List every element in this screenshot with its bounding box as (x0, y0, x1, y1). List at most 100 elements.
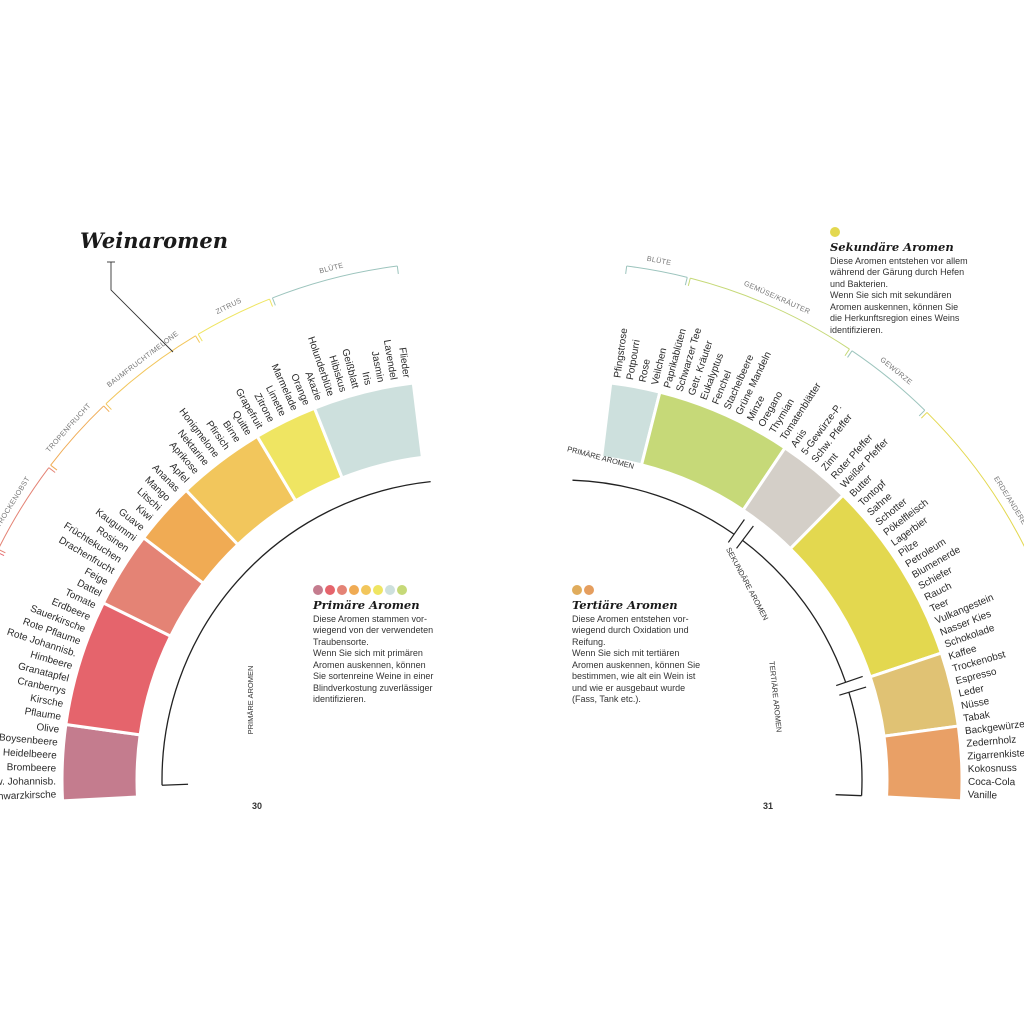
secondary-legend: Sekundäre Aromen Diese Aromen entstehen … (830, 227, 980, 336)
category-bracket (851, 350, 926, 411)
aroma-label: Rose (638, 358, 654, 383)
tertiary-color-dots (572, 585, 702, 595)
aroma-label: Iris (359, 371, 373, 387)
aroma-label: Zedernholz (966, 734, 1017, 749)
secondary-text-line: die Herkunftsregion eines Weins (830, 313, 960, 323)
aroma-label: Olive (36, 722, 60, 736)
tertiary-legend-heading: Tertiäre Aromen (572, 598, 678, 612)
bracket-tick (50, 464, 58, 471)
primary-color-dot (337, 585, 347, 595)
bracket-tick (195, 335, 201, 343)
right-aroma-wheel: BLÜTEPfingstrosePotpourriRoseVeilchenGEM… (599, 254, 1024, 803)
bracket-tick (197, 333, 203, 342)
tertiary-legend-text: Diese Aromen entstehen vor-wiegend durch… (572, 614, 702, 706)
tertiary-arc-end (835, 794, 862, 797)
tertiary-legend: Tertiäre Aromen Diese Aromen entstehen v… (572, 585, 702, 706)
aroma-label: Kokosnuss (968, 763, 1017, 775)
page-title: Weinaromen (80, 228, 229, 253)
category-label: ERDE/ANDERE (992, 475, 1024, 527)
category-bracket (272, 265, 398, 299)
bracket-tick (920, 412, 928, 419)
bracket-tick (105, 403, 112, 410)
primary-color-dot (397, 585, 407, 595)
band-blüte (312, 381, 425, 480)
secondary-text-line: identifizieren. (830, 324, 884, 335)
bracket-tick (271, 297, 276, 306)
primary-arc-end (162, 783, 189, 786)
tertiary-text-line: Diese Aromen entstehen vor- (572, 613, 689, 624)
tertiary-text-line: Reifung. (572, 636, 606, 647)
tertiary-text-line: wiegend durch Oxidation und (572, 625, 689, 635)
bracket-tick (684, 277, 688, 286)
primary-legend-text: Diese Aromen stammen vor-wiegend von der… (313, 614, 443, 706)
category-label: TROPENFRUCHT (44, 401, 93, 454)
bracket-tick (625, 265, 628, 275)
bracket-tick (396, 265, 399, 275)
band-ausbau-in-eiche (882, 724, 964, 803)
aroma-label: Leder (958, 683, 986, 699)
primary-text-line: Blindverkostung zuverlässiger (313, 682, 433, 693)
aroma-label: Nüsse (960, 696, 990, 712)
bracket-tick (847, 350, 853, 358)
primary-text-line: Diese Aromen stammen vor- (313, 613, 428, 624)
aroma-label: Boysenbeere (0, 732, 59, 748)
primary-legend-heading: Primäre Aromen (313, 598, 420, 612)
bracket-tick (687, 278, 691, 287)
bracket-tick (918, 409, 926, 417)
segment-divider (727, 519, 745, 543)
aroma-label: Flieder (396, 347, 411, 379)
tertiary-text-line: Aromen auskennen, können Sie (572, 659, 701, 670)
secondary-legend-text: Diese Aromen entstehen vor allem während … (830, 256, 980, 337)
tertiary-text-line: (Fass, Tank etc.). (572, 694, 641, 704)
tertiary-text-line: bestimmen, wie alt ein Wein ist (572, 671, 696, 681)
aroma-label: Tabak (963, 710, 992, 725)
primary-text-line: Wenn Sie sich mit primären (313, 648, 423, 658)
segment-divider (836, 675, 863, 687)
category-label: GEWÜRZE (878, 355, 914, 387)
tertiary-inner-label: TERTIÄRE AROMEN (767, 661, 783, 733)
page-number-right: 31 (763, 801, 774, 811)
aroma-label: Zigarrenkiste (967, 748, 1024, 762)
aroma-label: Coca-Cola (968, 777, 1016, 788)
category-label: TROCKENOBST (0, 474, 32, 528)
category-bracket (690, 277, 850, 350)
category-bracket (50, 405, 105, 466)
primary-inner-label: PRIMÄRE AROMEN (246, 666, 255, 735)
primary-color-dot (349, 585, 359, 595)
aroma-label: Schw. Johannisb. (0, 776, 56, 787)
secondary-text-line: Diese Aromen entstehen vor allem (830, 255, 968, 266)
band-dunkle-frucht (60, 722, 142, 803)
aroma-label: Brombeere (7, 762, 57, 774)
secondary-legend-heading: Sekundäre Aromen (830, 240, 954, 254)
tertiary-color-dot (572, 585, 582, 595)
category-label: BLÜTE (318, 261, 344, 276)
category-bracket (0, 467, 50, 547)
category-label: GEMÜSE/KRÄUTER (743, 279, 812, 316)
bracket-tick (0, 553, 5, 557)
primary-text-line: Sie sortenreine Weine in einer (313, 671, 434, 681)
aroma-label: Vanille (968, 790, 998, 802)
bracket-tick (48, 467, 56, 473)
primary-text-line: wiegend von der verwendeten (313, 625, 434, 635)
primary-color-dot (373, 585, 383, 595)
primary-text-line: Aromen auskennen, können (313, 659, 426, 670)
secondary-text-line: Wenn Sie sich mit sekundären (830, 290, 952, 300)
secondary-color-dots (830, 227, 980, 237)
primary-right-inner-arc (572, 479, 735, 535)
tertiary-text-line: und wie er ausgebaut wurde (572, 682, 686, 693)
primary-legend: Primäre Aromen Diese Aromen stammen vor-… (313, 585, 443, 706)
primary-color-dot (361, 585, 371, 595)
segment-divider (839, 686, 867, 696)
secondary-text-line: während der Gärung durch Hefen (830, 267, 965, 277)
category-label: BAUMFRUCHT/MELONE (105, 329, 180, 389)
secondary-text-line: und Bakterien. (830, 278, 889, 289)
primary-color-dots (313, 585, 443, 595)
secondary-color-dot (830, 227, 840, 237)
category-label: BLÜTE (646, 254, 672, 267)
category-bracket (197, 298, 270, 335)
primary-text-line: Traubensorte. (313, 636, 369, 647)
primary-color-dot (325, 585, 335, 595)
primary-color-dot (313, 585, 323, 595)
aroma-label: Heidelbeere (3, 747, 58, 761)
